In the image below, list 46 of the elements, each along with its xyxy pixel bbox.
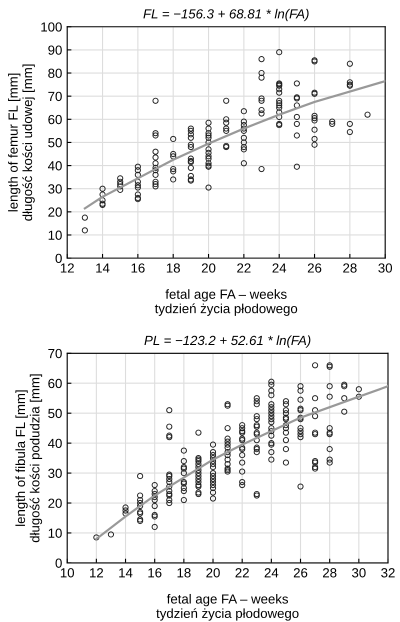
x-tick-label: 14 [119,568,132,578]
x-tick-label: 26 [294,568,308,578]
x-axis-title: fetal age FA – weeks tydzień życia płodowego [156,594,299,621]
x-tick-label: 14 [96,263,110,273]
y-tick-label: 100 [41,22,62,32]
x-tick-label: 18 [166,263,180,273]
x-tick-label: 16 [132,263,145,273]
y-tick-label: 60 [48,378,62,388]
x-tick-label: 20 [206,568,220,578]
x-tick-label: 18 [178,568,191,578]
y-tick-label: 30 [48,184,62,194]
x-axis-title: fetal age FA – weeks tydzień życia płodowego [154,289,298,316]
x-tick-label: 30 [378,263,392,273]
y-tick-label: 70 [48,92,62,102]
chart-title: FL = −156.3 + 68.81 * ln(FA) [143,8,309,22]
y-axis-title: length of fibula FL [mm] długość kości podudzia [mm] [15,374,42,542]
y-tick-label: 40 [48,161,62,170]
x-tick-label: 12 [90,568,104,578]
x-tick-label: 26 [308,263,322,273]
y-tick-label: 50 [48,138,62,148]
y-tick-label: 80 [48,68,62,78]
y-tick-label: 30 [48,468,62,478]
x-tick-label: 22 [237,263,251,273]
x-tick-label: 20 [202,263,216,273]
y-tick-label: 40 [48,438,62,448]
y-tick-label: 0 [56,558,62,568]
y-tick-label: 20 [48,498,62,508]
y-tick-label: 70 [48,348,62,358]
y-tick-label: 10 [48,528,62,538]
y-axis-title: length of femur FL [mm] długość kości udowej [mm] [8,64,35,221]
x-tick-label: 12 [60,263,74,273]
y-tick-label: 50 [48,408,62,418]
x-tick-label: 32 [381,568,395,578]
x-tick-label: 28 [323,568,336,578]
x-tick-label: 16 [148,568,162,578]
x-tick-label: 24 [264,568,278,578]
chart-title: PL = −123.2 + 52.61 * ln(FA) [144,335,310,348]
y-tick-label: 20 [48,207,62,217]
y-tick-label: 10 [48,230,62,240]
x-tick-label: 22 [236,568,249,578]
y-tick-label: 90 [48,45,62,55]
x-tick-label: 28 [343,263,357,273]
x-tick-label: 24 [272,263,286,273]
x-tick-label: 30 [352,568,366,578]
y-tick-label: 0 [56,254,62,264]
y-tick-label: 60 [48,114,62,124]
